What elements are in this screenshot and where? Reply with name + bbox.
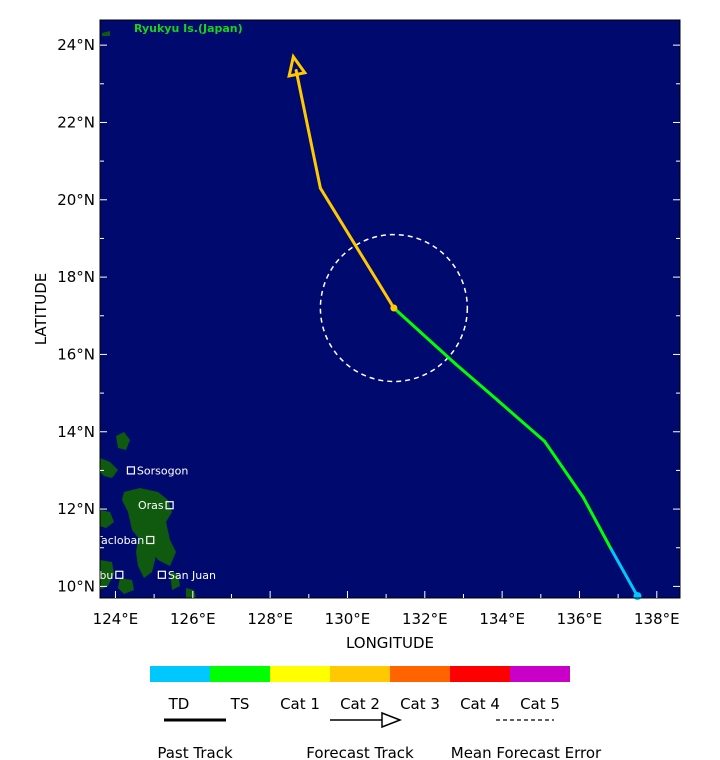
place-marker: San Juan	[157, 569, 216, 582]
lat-tick-label: 14°N	[57, 423, 95, 441]
y-axis-title: LATITUDE	[32, 273, 50, 346]
lat-tick-label: 10°N	[57, 577, 95, 595]
category-swatch	[510, 666, 570, 682]
category-label: Cat 3	[400, 695, 440, 713]
lon-tick-label: 136°E	[557, 610, 603, 628]
place-square-icon	[165, 501, 174, 510]
land-bohol	[118, 578, 134, 594]
lon-tick-label: 126°E	[170, 610, 216, 628]
lon-tick-label: 130°E	[325, 610, 371, 628]
past-track-segment	[454, 362, 500, 403]
forecast-track-segment	[318, 186, 396, 310]
lon-tick-label: 134°E	[479, 610, 525, 628]
place-marker: Cebu	[85, 569, 124, 582]
land-catanduanes	[116, 432, 130, 450]
lat-tick-label: 20°N	[57, 191, 95, 209]
mean-forecast-error-label: Mean Forecast Error	[451, 744, 602, 760]
land-masbate	[100, 510, 114, 528]
place-label: Cebu	[85, 569, 113, 582]
land-masses	[100, 31, 196, 598]
category-swatch	[450, 666, 510, 682]
plot-frame	[99, 19, 681, 599]
lon-tick-label: 124°E	[93, 610, 139, 628]
land-cebu	[100, 560, 114, 590]
past-track-segment	[581, 495, 612, 550]
category-label: Cat 5	[520, 695, 560, 713]
past-track-line	[392, 306, 642, 601]
forecast-track-legend-arrow	[330, 711, 403, 729]
land-ryukyu-islet	[102, 31, 110, 36]
past-track-segment	[392, 306, 458, 366]
lat-tick-label: 22°N	[57, 113, 95, 131]
place-label: Tacloban	[95, 534, 144, 547]
lon-tick-label: 128°E	[247, 610, 293, 628]
category-color-bar	[150, 666, 570, 682]
lat-tick-label: 24°N	[57, 36, 95, 54]
lon-tick-label: 138°E	[634, 610, 680, 628]
category-swatch	[150, 666, 210, 682]
land-mindanao-tip	[186, 588, 196, 598]
place-square-icon	[115, 570, 124, 579]
category-swatch	[210, 666, 270, 682]
forecast-track-segment	[294, 68, 322, 190]
land-luzon-tip	[100, 458, 118, 478]
place-square-icon	[146, 535, 155, 545]
place-label: San Juan	[168, 569, 216, 582]
category-label: TS	[230, 695, 250, 713]
lat-tick-label: 16°N	[57, 345, 95, 363]
forecast-track-line	[287, 53, 398, 312]
region-label: Ryukyu Is.(Japan)	[134, 22, 243, 35]
place-square-icon	[157, 570, 166, 579]
category-label: Cat 4	[460, 695, 500, 713]
past-track-label: Past Track	[157, 744, 233, 760]
category-label: Cat 2	[340, 695, 380, 713]
place-label: Sorsogon	[137, 464, 188, 477]
category-swatch	[330, 666, 390, 682]
forecast-track-label: Forecast Track	[306, 744, 414, 760]
past-track-segment	[543, 439, 585, 499]
category-label: TD	[168, 695, 190, 713]
current-position-point	[390, 304, 398, 312]
category-swatch	[270, 666, 330, 682]
lat-tick-label: 18°N	[57, 268, 95, 286]
lon-tick-label: 132°E	[402, 610, 448, 628]
category-labels: TD TS Cat 1 Cat 2 Cat 3 Cat 4 Cat 5	[168, 695, 560, 713]
place-label: Oras	[138, 499, 164, 512]
ocean-area	[100, 20, 680, 598]
place-marker: Oras	[138, 499, 174, 512]
land-leyte	[136, 540, 156, 578]
place-marker: Tacloban	[95, 534, 155, 547]
mean-forecast-error-circle	[319, 233, 469, 383]
category-label: Cat 1	[280, 695, 320, 713]
track-start-point	[633, 592, 642, 601]
x-axis-title: LONGITUDE	[346, 634, 434, 652]
forecast-arrow-head	[287, 53, 308, 78]
category-swatch	[390, 666, 450, 682]
lat-tick-label: 12°N	[57, 500, 95, 518]
land-dinagat	[170, 572, 180, 590]
past-track-segment	[608, 546, 639, 598]
place-marker: Sorsogon	[126, 464, 188, 477]
past-track-segment	[496, 399, 547, 443]
map-axes: 124°E 126°E 128°E 130°E 132°E 134°E 136°E 138°E…	[57, 19, 681, 628]
place-square-icon	[126, 466, 136, 475]
place-markers: Sorsogon Oras Tacloban San Juan Cebu	[85, 464, 216, 581]
land-samar	[122, 488, 176, 566]
